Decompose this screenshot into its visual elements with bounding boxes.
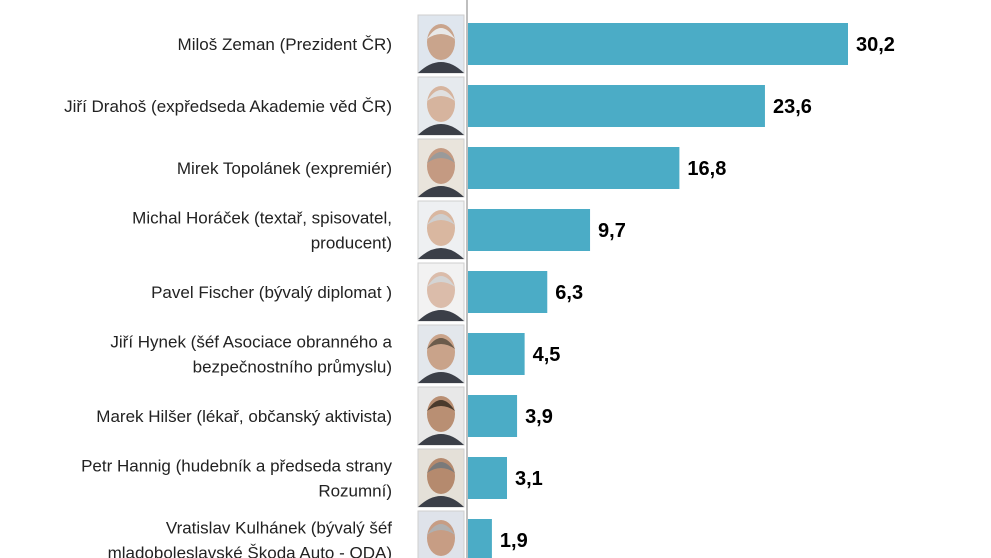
category-label: Mirek Topolánek (expremiér) (177, 159, 392, 178)
bar (468, 395, 518, 437)
photo-hair (427, 338, 455, 349)
photo-shoulders (418, 186, 464, 197)
photo-shoulders (418, 434, 464, 445)
category-label: mladoboleslavské Škoda Auto - ODA) (108, 544, 392, 558)
photo-shoulders (418, 372, 464, 383)
photo-hair (427, 276, 455, 287)
photo-hair (427, 400, 455, 411)
value-label: 3,1 (515, 468, 543, 490)
bar-row: Jiří Hynek (šéf Asociace obranného a bezp… (110, 324, 561, 384)
category-label: Pavel Fischer (bývalý diplomat ) (151, 283, 392, 302)
photo-shoulders (418, 248, 464, 259)
bar-row: Marek Hilšer (lékař, občanský aktivista)… (96, 386, 553, 446)
photo-hilser (417, 386, 465, 446)
bar-row: Jiří Drahoš (expředseda Akademie věd ČR)… (64, 76, 812, 136)
bar-row: Petr Hannig (hudebník a předseda strany R… (81, 448, 543, 508)
value-label: 30,2 (856, 34, 895, 56)
bar-row: Michal Horáček (textař, spisovatel, produ… (132, 200, 626, 260)
bar-row: Vratislav Kulhánek (bývalý šéf mladoboles… (108, 510, 528, 558)
bar (468, 519, 492, 558)
category-label: bezpečnostního průmyslu) (193, 358, 392, 377)
photo-shoulders (418, 310, 464, 321)
value-label: 16,8 (687, 158, 726, 180)
photo-shoulders (418, 62, 464, 73)
category-label: Petr Hannig (hudebník a předseda strany (81, 457, 392, 476)
bar-row: Miloš Zeman (Prezident ČR) 30,2 (178, 14, 895, 74)
category-label: Marek Hilšer (lékař, občanský aktivista) (96, 407, 392, 426)
photo-zeman (417, 14, 465, 74)
category-label: Vratislav Kulhánek (bývalý šéf (166, 519, 392, 538)
bar (468, 85, 765, 127)
category-label: Rozumní) (318, 482, 392, 501)
value-label: 6,3 (555, 282, 583, 304)
category-label: Jiří Hynek (šéf Asociace obranného a (110, 333, 392, 352)
photo-hynek (417, 324, 465, 384)
photo-hair (427, 28, 455, 39)
value-label: 1,9 (500, 530, 528, 552)
photo-hair (427, 214, 455, 225)
photo-hannig (417, 448, 465, 508)
bar (468, 333, 525, 375)
bar-row: Pavel Fischer (bývalý diplomat ) 6,3 (151, 262, 583, 322)
category-label: producent) (311, 234, 392, 253)
value-label: 3,9 (525, 406, 553, 428)
value-label: 9,7 (598, 220, 626, 242)
photo-shoulders (418, 124, 464, 135)
bar (468, 147, 680, 189)
bar (468, 457, 508, 499)
photo-topolanek (417, 138, 465, 198)
category-label: Jiří Drahoš (expředseda Akademie věd ČR) (64, 97, 392, 116)
bar (468, 23, 848, 65)
bar-row: Mirek Topolánek (expremiér) 16,8 (177, 138, 726, 198)
bar (468, 271, 548, 313)
photo-kulhanek (417, 510, 465, 558)
photo-hair (427, 90, 455, 101)
bar (468, 209, 591, 251)
photo-hair (427, 152, 455, 163)
value-label: 23,6 (773, 96, 812, 118)
category-label: Miloš Zeman (Prezident ČR) (178, 35, 392, 54)
photo-hair (427, 462, 455, 473)
value-label: 4,5 (533, 344, 561, 366)
photo-shoulders (418, 496, 464, 507)
category-label: Michal Horáček (textař, spisovatel, (132, 209, 392, 228)
photo-horacek (417, 200, 465, 260)
photo-fischer (417, 262, 465, 322)
chart-rows: Miloš Zeman (Prezident ČR) 30,2 Jiří Draho… (64, 14, 895, 558)
photo-hair (427, 524, 455, 535)
photo-drahos (417, 76, 465, 136)
